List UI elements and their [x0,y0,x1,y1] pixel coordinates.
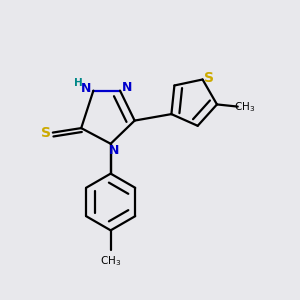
Text: N: N [108,144,119,157]
Text: H: H [74,78,83,88]
Text: S: S [204,71,214,85]
Text: N: N [122,81,132,94]
Text: CH$_3$: CH$_3$ [234,100,255,114]
Text: S: S [41,126,51,140]
Text: CH$_3$: CH$_3$ [100,254,121,268]
Text: N: N [81,82,91,95]
